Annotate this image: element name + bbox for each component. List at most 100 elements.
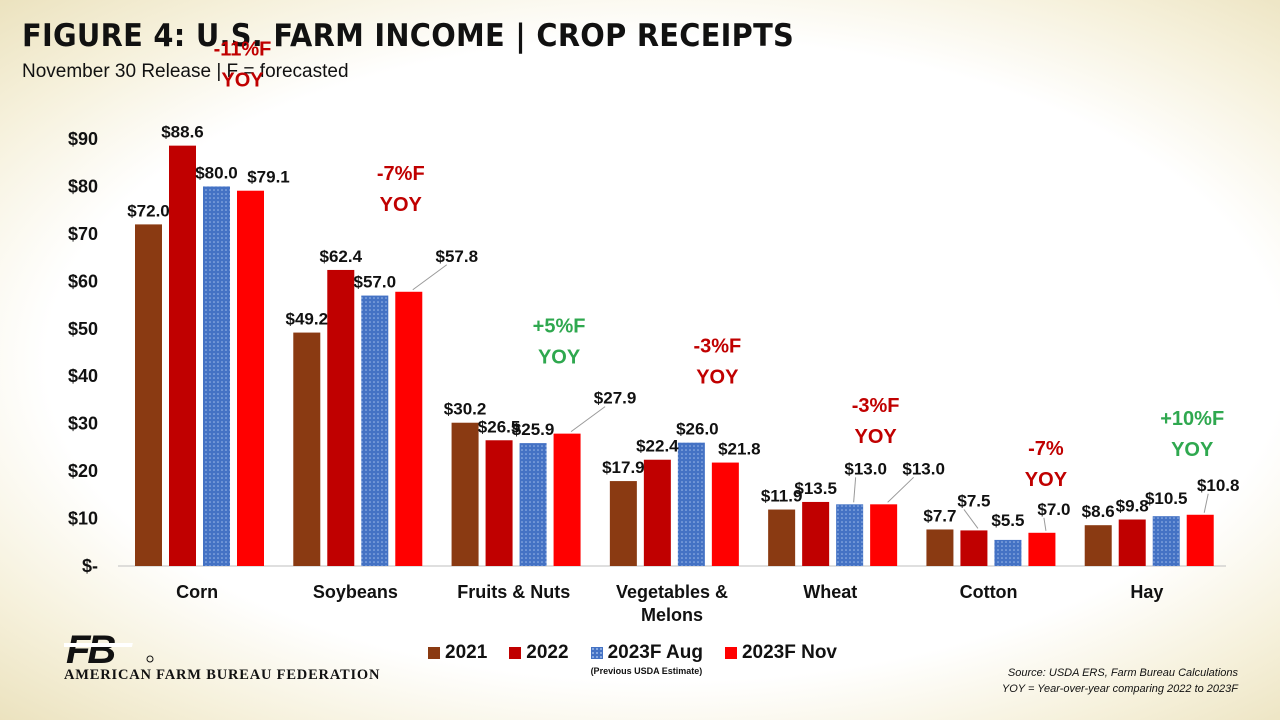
chart-subtitle: November 30 Release | F = forecasted [22, 61, 349, 82]
data-label-leader [963, 509, 979, 529]
bar-2022 [169, 145, 196, 567]
category-label: Fruits & Nuts [457, 582, 570, 602]
data-label: $9.8 [1116, 497, 1149, 516]
bar-2021 [135, 224, 162, 566]
data-label: $26.5 [478, 417, 521, 436]
data-label: $10.5 [1145, 489, 1188, 508]
data-label: $21.8 [718, 440, 761, 459]
data-label: $80.0 [195, 163, 238, 182]
data-labels-layer: $72.0 $88.6 $80.0 $79.1 $49.2 $62.4 $57.0 $57.8… [127, 123, 1239, 531]
bar-2023f-nov [237, 190, 264, 566]
bar-2021 [926, 529, 954, 566]
category-label: Wheat [803, 582, 857, 602]
yoy-annotation: +5%F YOY [533, 316, 586, 369]
y-tick-label: $30 [68, 414, 98, 434]
bars-layer [135, 145, 1214, 567]
legend-item-2022: 2022 [509, 642, 569, 664]
data-label: $17.9 [602, 458, 645, 477]
bar-2022 [327, 269, 355, 566]
yoy-annotation: +10%F YOY [1160, 408, 1224, 461]
y-tick-label: $70 [68, 224, 98, 244]
bar-2023f-aug [994, 539, 1022, 566]
y-tick-label: $50 [68, 319, 98, 339]
data-label-leader [887, 476, 914, 503]
data-label: $57.8 [436, 247, 479, 266]
bar-2021 [768, 509, 796, 566]
bar-2023f-nov [870, 504, 898, 566]
yoy-annotation: -3%F YOY [852, 395, 900, 448]
data-label: $11.9 [761, 487, 803, 506]
yoy-definition-line: YOY = Year-over-year comparing 2022 to 2… [1001, 683, 1238, 695]
bar-2021 [293, 332, 321, 566]
data-label: $10.8 [1197, 476, 1240, 495]
bar-2023f-aug [677, 442, 705, 566]
y-tick-label: $10 [68, 509, 98, 529]
bar-2023f-aug [836, 504, 864, 566]
data-label: $22.4 [636, 437, 679, 456]
yoy-annotation: -7% YOY [1025, 438, 1068, 491]
data-label: $30.2 [444, 400, 487, 419]
category-label: Cotton [960, 582, 1018, 602]
bar-2023f-nov [395, 291, 423, 566]
bar-2023f-aug [519, 443, 547, 566]
y-tick-label: $- [82, 556, 98, 576]
data-label: $62.4 [320, 247, 363, 266]
data-label: $13.0 [844, 459, 887, 478]
data-label: $57.0 [354, 273, 397, 292]
bar-2022 [643, 459, 671, 566]
category-label: Soybeans [313, 582, 398, 602]
category-label: Corn [176, 582, 218, 602]
data-label: $49.2 [286, 310, 329, 329]
bar-2022 [960, 530, 988, 566]
data-label: $7.5 [957, 491, 990, 510]
bar-2022 [485, 440, 513, 566]
bar-2023f-aug [1152, 516, 1180, 566]
bar-2021 [1084, 525, 1112, 566]
data-label: $13.5 [794, 479, 837, 498]
logo-mark: FB [66, 628, 115, 668]
yoy-annotation: -3%F YOY [693, 336, 741, 389]
data-label: $5.5 [991, 511, 1024, 530]
legend-label-2023f-nov: 2023F Nov [741, 642, 837, 663]
data-label: $88.6 [161, 123, 204, 142]
data-label: $8.6 [1082, 502, 1115, 521]
legend-label-2023f-aug: 2023F Aug [607, 642, 703, 663]
data-label: $72.0 [127, 201, 170, 220]
data-label-leader [1043, 517, 1047, 531]
data-label-leader [412, 264, 448, 291]
category-label: Vegetables & Melons [616, 582, 728, 625]
bar-2023f-nov [711, 462, 739, 566]
legend-item-2023f-aug: 2023F Aug (Previous USDA Estimate) [590, 642, 703, 676]
y-tick-label: $40 [68, 366, 98, 386]
data-label: $25.9 [512, 420, 555, 439]
bar-2023f-nov [1028, 532, 1056, 566]
yoy-annotation: -11%F YOY [214, 39, 272, 92]
data-label-leader [853, 477, 857, 503]
data-label-leader [570, 406, 606, 433]
data-label: $27.9 [594, 389, 637, 408]
org-name: AMERICAN FARM BUREAU FEDERATION [64, 667, 381, 683]
legend-item-2021: 2021 [428, 642, 487, 664]
y-tick-label: $20 [68, 461, 98, 481]
yoy-annotations-layer: -11%F YOY -7%F YOY +5%F YOY -3%F YOY -3%F YOY -7% Y… [214, 39, 1225, 491]
data-label-leader [1203, 493, 1209, 513]
data-label: $7.7 [923, 506, 956, 525]
y-tick-label: $80 [68, 176, 98, 196]
legend-label-2022: 2022 [526, 642, 569, 663]
data-label: $7.0 [1037, 500, 1070, 519]
legend-note: (Previous USDA Estimate) [590, 666, 703, 676]
y-tick-label: $90 [68, 129, 98, 149]
bar-2023f-nov [553, 433, 581, 566]
bar-2022 [1118, 519, 1146, 566]
legend-swatch-2023f-aug [590, 647, 603, 659]
bar-2021 [451, 422, 479, 566]
legend-swatch-2023f-nov [724, 647, 737, 659]
legend-swatch-2022 [509, 647, 522, 659]
bar-2023f-nov [1186, 514, 1214, 566]
legend: 2021 2022 2023F Aug (Previous USDA Estim… [428, 642, 837, 676]
y-tick-label: $60 [68, 271, 98, 291]
source-line: Source: USDA ERS, Farm Bureau Calculatio… [1007, 667, 1238, 679]
category-label: Hay [1130, 582, 1163, 602]
